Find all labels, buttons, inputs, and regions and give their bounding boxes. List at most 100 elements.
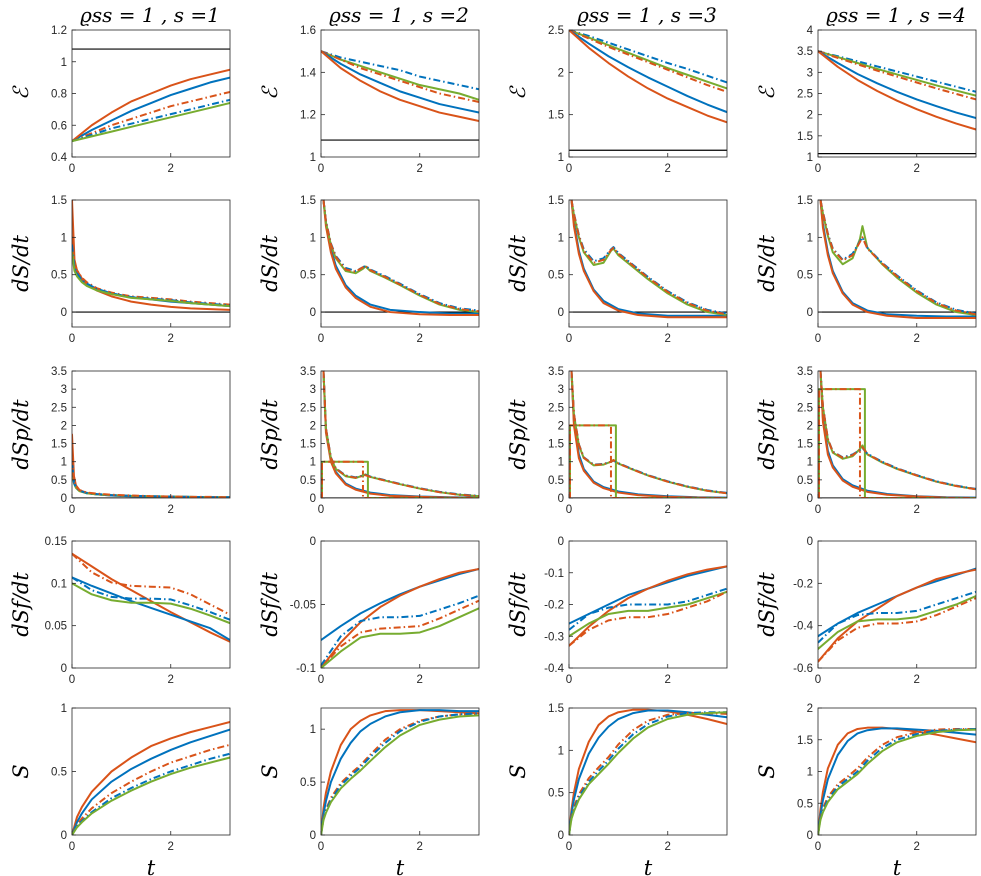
y-tick-label: -0.05 (290, 600, 316, 612)
plot-lines (569, 30, 727, 151)
y-tick-label: 1 (558, 745, 564, 757)
y-tick-label: 1.5 (300, 195, 316, 207)
y-tick-label: 0 (807, 536, 813, 548)
y-tick-label: 1 (61, 703, 67, 715)
column-title-3: ϱss = 1 , s =3 (577, 3, 717, 27)
series-orange-dashdot (72, 458, 230, 498)
series-orange-solid (818, 568, 976, 663)
y-axis-label: dSp/dt (755, 399, 779, 470)
x-tick-label: 0 (566, 163, 572, 175)
x-tick-label: 2 (665, 504, 671, 516)
series-orange-solid (819, 371, 976, 498)
axes-box (568, 29, 728, 158)
plot-area (818, 30, 976, 157)
y-axis-label: ℰ (755, 85, 779, 100)
plot-lines (72, 720, 230, 835)
y-tick-label: 0 (558, 830, 564, 842)
y-tick-label: 1.5 (51, 439, 67, 451)
panel-r5-c3: 0 0.5 1 1.5 0 2 St (506, 703, 728, 876)
y-tick-label: 2 (61, 420, 67, 432)
y-tick-label: 3.5 (300, 366, 316, 378)
panel-r3-c3: 0 0.5 1 1.5 2 2.5 3 3.5 0 2 dSp/dt (506, 366, 728, 516)
series-orange-solid (819, 200, 976, 320)
series-orange-dashdot (72, 552, 230, 616)
panel-r4-c1: 0 0.05 0.1 0.15 0 2 dSf/dt (9, 536, 231, 686)
panel-r5-c1: 0 0.5 1 0 2 St (9, 703, 231, 876)
panel-r4-c4: -0.6 -0.4 -0.2 0 0 2 dSf/dt (755, 536, 977, 686)
column-titles: ϱss = 1 , s =1 ϱss = 1 , s =2 ϱss = 1 , … (80, 3, 966, 27)
y-axis-label: dSf/dt (755, 572, 779, 637)
plot-area (321, 30, 479, 157)
series-blue-solid (321, 567, 479, 642)
y-tick-label: 1 (310, 457, 316, 469)
x-tick-label: 0 (815, 163, 821, 175)
y-axis-label: dS/dt (506, 235, 530, 292)
series-blue-dashdot (321, 712, 479, 835)
y-tick-label: -0.4 (544, 663, 564, 675)
panel-r1-c4: 1 1.5 2 2.5 3 3.5 4 0 2 ℰ (755, 25, 977, 175)
series-blue-dashdot (72, 576, 230, 621)
series-blue-dashdot (321, 50, 479, 91)
y-axis-label: dS/dt (755, 235, 779, 292)
y-tick-label: 1 (310, 232, 316, 244)
series-orange-dashdot (818, 50, 976, 101)
axes-box (71, 199, 231, 328)
y-tick-label: 1.4 (300, 67, 317, 79)
x-tick-label: 0 (566, 841, 572, 853)
plot-area (818, 708, 976, 835)
axes-box (817, 199, 977, 328)
x-tick-label: 2 (168, 333, 174, 345)
x-tick-label: 2 (168, 674, 174, 686)
y-tick-label: 1.2 (51, 25, 67, 37)
x-axis-label: t (893, 856, 902, 876)
x-tick-label: 0 (69, 841, 75, 853)
series-blue-solid (818, 50, 976, 120)
x-tick-label: 0 (815, 504, 821, 516)
series-blue-solid (818, 727, 976, 835)
y-tick-label: 2 (807, 110, 813, 122)
axes-box (320, 707, 480, 836)
y-tick-label: 0 (310, 307, 316, 319)
column-title-2: ϱss = 1 , s =2 (329, 3, 469, 27)
x-axis-label: t (147, 856, 156, 876)
series-green-solid (72, 251, 230, 308)
x-tick-label: 0 (69, 163, 75, 175)
x-tick-label: 0 (318, 674, 324, 686)
y-tick-label: 0.5 (51, 475, 67, 487)
y-axis-label: dSf/dt (9, 572, 33, 637)
y-tick-label: 1 (310, 152, 316, 164)
y-tick-label: 2 (558, 420, 564, 432)
x-tick-label: 0 (566, 504, 572, 516)
series-green-solid (818, 728, 976, 835)
y-tick-label: 0 (807, 307, 813, 319)
y-tick-label: 1.5 (797, 131, 813, 143)
y-tick-label: 2.5 (300, 402, 316, 414)
y-tick-label: 0 (310, 830, 316, 842)
y-tick-label: 3.5 (51, 366, 67, 378)
x-tick-label: 0 (318, 163, 324, 175)
y-axis-label: dSp/dt (258, 399, 282, 470)
y-tick-label: -0.1 (296, 663, 316, 675)
y-tick-label: 0 (61, 663, 67, 675)
plot-area (72, 541, 230, 668)
y-tick-label: 1.5 (548, 195, 564, 207)
series-orange-dashdot (321, 599, 479, 668)
series-blue-dashdot (818, 590, 976, 644)
series-blue-solid (321, 709, 479, 835)
x-tick-label: 2 (168, 163, 174, 175)
x-tick-label: 2 (914, 504, 920, 516)
series-green-solid (72, 102, 230, 143)
x-tick-label: 2 (914, 333, 920, 345)
y-tick-label: 1 (807, 232, 813, 244)
plot-lines (569, 371, 727, 498)
axes-box (320, 370, 480, 499)
plot-lines (569, 565, 727, 647)
plot-lines (569, 708, 727, 835)
series-orange-solid (570, 200, 727, 319)
panel-r1-c3: 1 1.5 2 2.5 0 2 ℰ (506, 25, 728, 175)
column-title-1: ϱss = 1 , s =1 (80, 3, 220, 27)
y-tick-label: 0 (310, 493, 316, 505)
panel-r5-c4: 0 0.5 1 1.5 2 0 2 St (755, 703, 977, 876)
series-green-solid (819, 200, 976, 317)
y-tick-label: 0 (807, 830, 813, 842)
